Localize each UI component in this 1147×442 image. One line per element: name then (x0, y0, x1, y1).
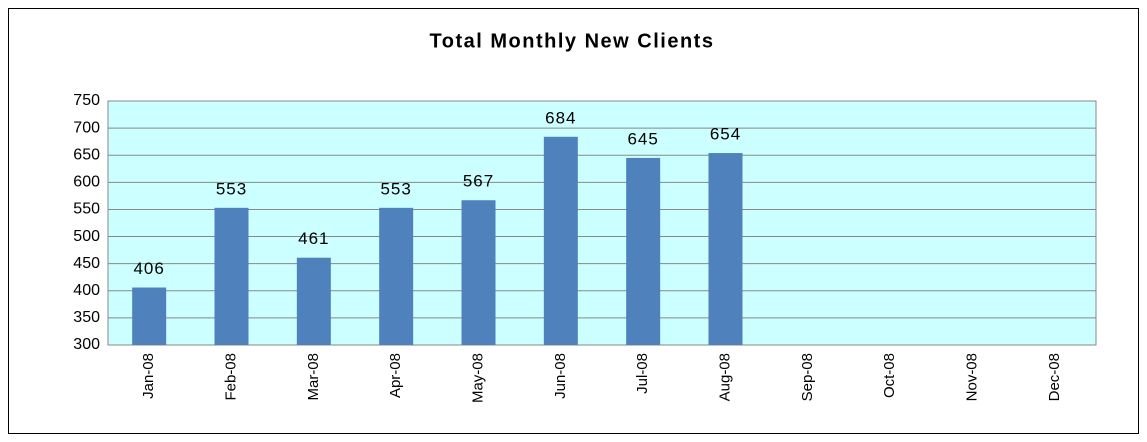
x-tick-label: Aug-08 (716, 353, 733, 401)
data-label: 654 (710, 125, 741, 144)
y-tick-label: 350 (73, 309, 100, 326)
y-tick-label: 700 (73, 119, 100, 136)
data-label: 567 (463, 172, 494, 191)
x-tick-label: Dec-08 (1046, 353, 1063, 401)
x-tick-label: Jan-08 (140, 353, 157, 399)
bar (132, 287, 167, 345)
y-tick-label: 400 (73, 282, 100, 299)
y-tick-label: 650 (73, 146, 100, 163)
data-label: 461 (298, 229, 329, 248)
x-tick-label: Mar-08 (305, 353, 322, 401)
x-tick-label: May-08 (469, 353, 486, 403)
y-tick-label: 500 (73, 228, 100, 245)
x-tick-label: Feb-08 (222, 353, 239, 401)
data-label: 406 (133, 259, 164, 278)
x-tick-label: Jul-08 (634, 353, 651, 394)
data-label: 645 (627, 129, 658, 148)
y-tick-label: 750 (73, 92, 100, 109)
plot-area (107, 100, 1097, 346)
bar (214, 207, 249, 345)
data-label: 553 (216, 179, 247, 198)
bar (543, 136, 578, 345)
y-tick-label: 300 (73, 336, 100, 353)
y-tick-label: 450 (73, 255, 100, 272)
y-tick-label: 600 (73, 174, 100, 191)
y-tick-label: 550 (73, 201, 100, 218)
x-tick-label: Jun-08 (552, 353, 569, 399)
bar (461, 200, 496, 345)
x-tick-label: Apr-08 (387, 353, 404, 398)
bar (379, 207, 414, 345)
data-label: 553 (380, 179, 411, 198)
data-label: 684 (545, 108, 576, 127)
x-tick-label: Nov-08 (963, 353, 980, 401)
chart-title: Total Monthly New Clients (430, 30, 715, 52)
x-tick-label: Oct-08 (881, 353, 898, 398)
bar (296, 257, 331, 345)
bar (708, 153, 743, 345)
bar (626, 157, 661, 345)
x-tick-label: Sep-08 (799, 353, 816, 401)
